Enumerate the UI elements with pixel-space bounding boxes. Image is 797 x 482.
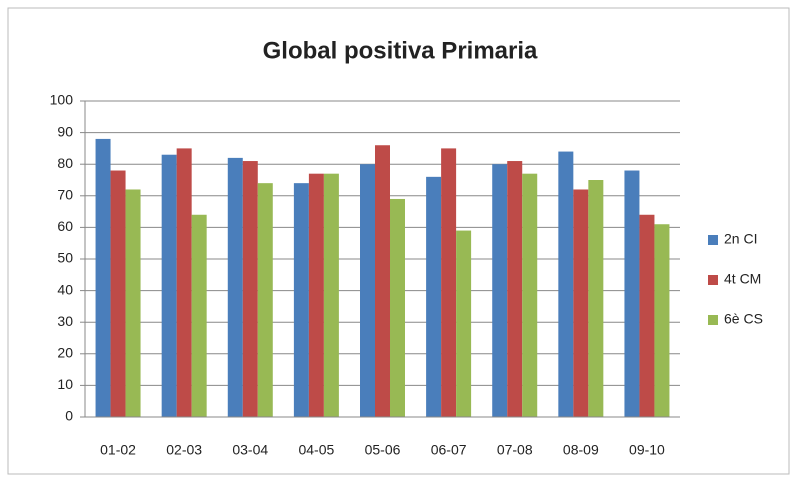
bar [507,161,523,417]
bar [390,198,405,417]
y-tick-label: 50 [57,250,73,266]
y-tick-label: 0 [65,408,73,424]
bar [257,183,273,417]
bar [441,148,457,417]
legend-swatch [708,235,718,245]
bar [191,214,207,417]
bar [624,170,640,417]
bar [308,173,324,417]
legend-swatch [708,275,718,285]
bar [639,214,655,417]
y-tick-label: 90 [57,123,73,139]
chart-title: Global positiva Primaria [263,37,538,64]
bar [588,180,604,417]
x-tick-label: 05-06 [365,442,401,458]
x-tick-label: 01-02 [100,442,136,458]
bar [456,230,472,417]
bar [654,224,670,417]
bar [95,138,111,418]
bar [375,145,390,418]
y-tick-label: 30 [57,313,73,329]
y-tick-label: 80 [57,155,73,171]
x-tick-label: 09-10 [629,442,665,458]
legend-label: 4t CM [724,271,761,287]
bar [227,157,243,417]
bar [522,173,538,417]
bar [573,189,589,417]
y-tick-label: 60 [57,218,73,234]
y-tick-label: 20 [57,345,73,361]
bar [110,170,126,417]
x-tick-label: 04-05 [298,442,334,458]
bar [558,151,574,417]
bar [426,176,442,417]
bar [242,161,258,417]
legend-label: 6è CS [724,311,763,327]
x-tick-label: 06-07 [431,442,467,458]
legend-label: 2n CI [724,231,757,247]
y-tick-label: 40 [57,281,73,297]
bar [492,164,508,417]
bar [293,183,309,417]
x-tick-label: 03-04 [232,442,268,458]
bar [176,148,192,417]
x-tick-label: 08-09 [563,442,599,458]
x-tick-label: 07-08 [497,442,533,458]
legend-swatch [708,315,718,325]
bar [125,189,141,417]
bar [161,154,177,417]
x-tick-label: 02-03 [166,442,202,458]
bar [360,164,375,417]
y-tick-label: 10 [57,376,73,392]
bar [323,173,339,417]
y-tick-label: 70 [57,187,73,203]
y-tick-label: 100 [50,92,74,108]
